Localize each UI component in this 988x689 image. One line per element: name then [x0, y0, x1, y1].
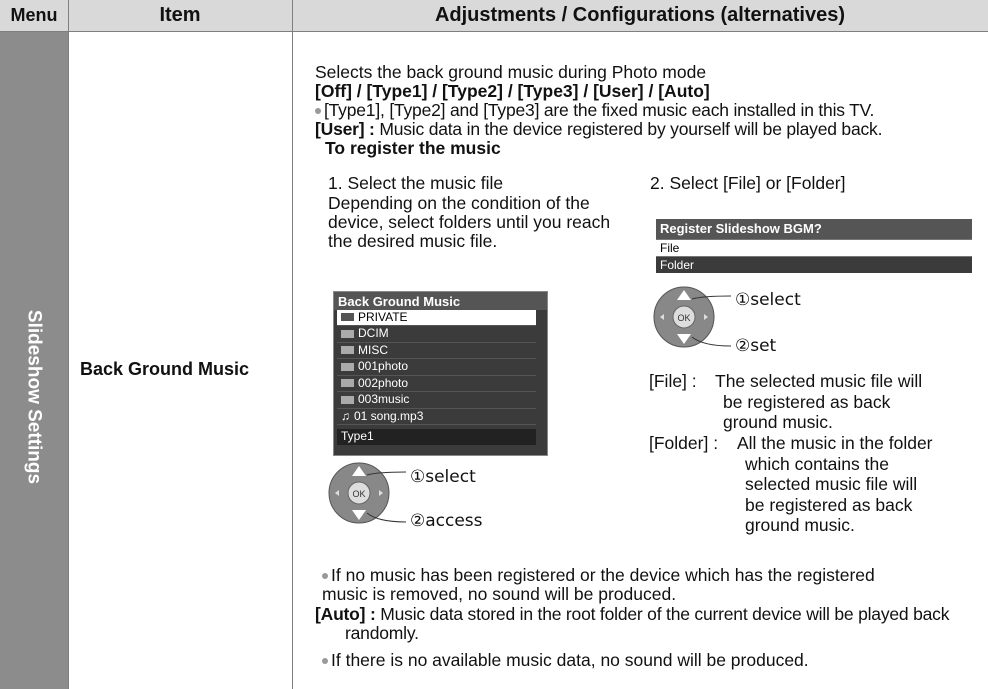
text: [Type1], [Type2] and [Type3] are the fix… [324, 100, 875, 120]
term: [User] : [315, 119, 375, 139]
file-def: [File] : The selected music file will be… [649, 371, 979, 433]
divider [292, 0, 293, 689]
step2-title: 2. Select [File] or [Folder] [650, 173, 846, 193]
item-header: Item [68, 0, 292, 32]
action-label: ②set [735, 336, 777, 356]
row-text: 01 song.mp3 [354, 408, 424, 423]
folder-def: [Folder] : All the music in the folder w… [649, 433, 979, 536]
list-row: PRIVATE [337, 309, 536, 326]
svg-text:OK: OK [352, 489, 365, 499]
screen-footer: Type1 [337, 429, 536, 445]
item-label: Back Ground Music [80, 359, 250, 379]
select-label: ①select [735, 290, 801, 310]
bullet: If no music has been registered or the d… [322, 566, 882, 604]
step1-title: 1. Select the music file [328, 173, 504, 193]
remote-icon: OK [328, 462, 407, 524]
select-label: ①select [410, 467, 476, 487]
action-label: ②access [410, 511, 483, 531]
bullet: [Type1], [Type2] and [Type3] are the fix… [315, 101, 985, 120]
svg-text:OK: OK [677, 313, 690, 323]
user-def: [User] : Music data in the device regist… [315, 120, 985, 139]
dialog-option: Folder [656, 256, 972, 273]
dialog-option: File [656, 239, 972, 256]
remote-icon: OK [653, 286, 732, 348]
list-row: MISC [337, 342, 536, 359]
register-heading: To register the music [325, 138, 501, 158]
list-row: DCIM [337, 326, 536, 343]
desc: Music data in the device registered by y… [379, 119, 883, 139]
options: [Off] / [Type1] / [Type2] / [Type3] / [U… [315, 81, 710, 101]
row-text: 003music [358, 392, 410, 406]
screen-title: Back Ground Music [334, 292, 547, 310]
text: If there is no available music data, no … [331, 650, 809, 670]
music-screen: Back Ground Music PRIVATE DCIM MISC 001p… [333, 291, 548, 456]
row-text: PRIVATE [358, 309, 408, 324]
menu-column: Slideshow Settings [0, 32, 68, 689]
desc: All the music in the folder which contai… [737, 433, 933, 535]
text: If no music has been registered or the d… [322, 565, 875, 604]
adjustments-header: Adjustments / Configurations (alternativ… [292, 0, 988, 32]
bullet: If there is no available music data, no … [322, 651, 809, 670]
row-text: MISC [358, 342, 388, 357]
dialog: Register Slideshow BGM? File Folder [656, 219, 972, 273]
intro: Selects the back ground music during Pho… [315, 62, 707, 82]
term: [Auto] : [315, 604, 376, 624]
row-text: DCIM [358, 326, 389, 340]
desc: Music data stored in the root folder of … [345, 604, 950, 643]
term: [File] : [649, 371, 697, 391]
row-text: 001photo [358, 359, 409, 373]
list-row: 001photo [337, 359, 536, 376]
menu-header: Menu [0, 0, 68, 32]
auto-def: [Auto] : Music data stored in the root f… [315, 605, 988, 643]
step1-text: Depending on the condition of the device… [328, 193, 611, 251]
divider [68, 0, 69, 689]
row-text: 002photo [358, 375, 409, 390]
term: [Folder] : [649, 433, 719, 453]
intro-block: Selects the back ground music during Pho… [315, 63, 985, 158]
list-row: 002photo [337, 375, 536, 392]
dialog-title: Register Slideshow BGM? [656, 219, 972, 239]
desc: The selected music file will be register… [715, 371, 923, 432]
list-row: 003music [337, 392, 536, 409]
list-row: ♫ 01 song.mp3 [337, 408, 536, 425]
menu-label: Slideshow Settings [23, 309, 45, 485]
